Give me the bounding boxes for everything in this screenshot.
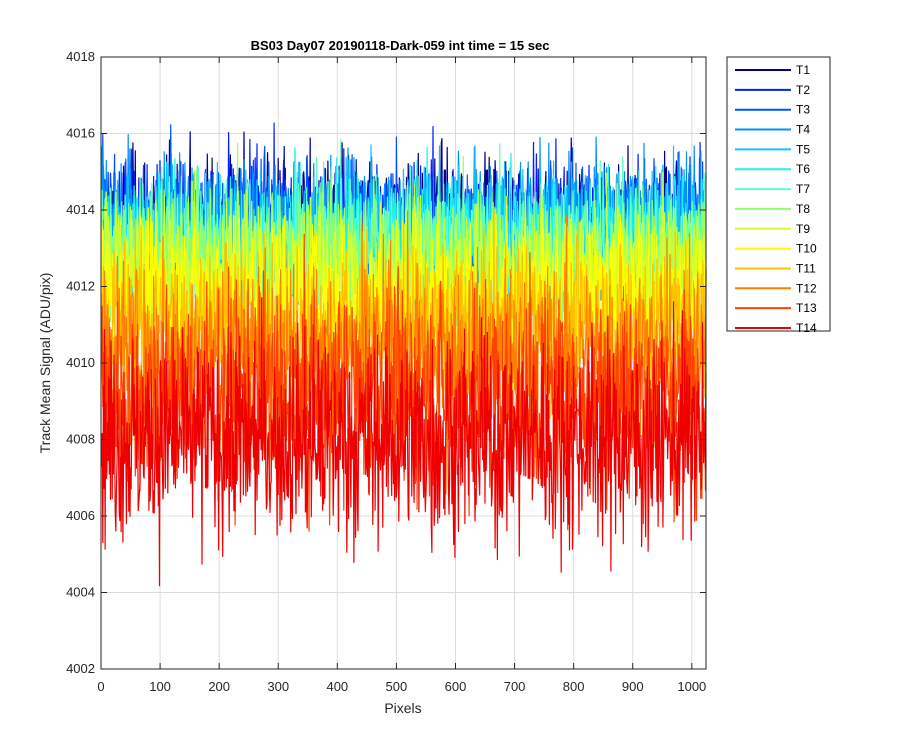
x-tick-label: 800 bbox=[563, 679, 585, 694]
legend-label: T2 bbox=[796, 83, 810, 97]
y-tick-label: 4018 bbox=[66, 49, 95, 64]
legend-label: T5 bbox=[796, 142, 810, 156]
series-lines bbox=[101, 122, 707, 587]
y-tick-label: 4006 bbox=[66, 508, 95, 523]
axis-ticks: 0 100 200 300 400 500 600 700 800 900 1000 4002 4004… bbox=[66, 49, 706, 694]
legend-label: T10 bbox=[796, 242, 817, 256]
x-tick-label: 200 bbox=[208, 679, 230, 694]
y-tick-label: 4010 bbox=[66, 355, 95, 370]
x-axis-label: Pixels bbox=[384, 700, 421, 716]
y-axis-label: Track Mean Signal (ADU/pix) bbox=[37, 273, 53, 454]
chart-title: BS03 Day07 20190118-Dark-059 int time = … bbox=[251, 38, 550, 53]
x-tick-label: 500 bbox=[386, 679, 408, 694]
x-tick-label: 600 bbox=[445, 679, 467, 694]
x-tick-label: 100 bbox=[149, 679, 171, 694]
legend-label: T14 bbox=[796, 321, 817, 335]
legend-label: T1 bbox=[796, 63, 810, 77]
series-line-t14 bbox=[101, 297, 707, 587]
legend-label: T4 bbox=[796, 123, 810, 137]
legend-label: T12 bbox=[796, 281, 817, 295]
legend-label: T9 bbox=[796, 222, 810, 236]
legend-label: T8 bbox=[796, 202, 810, 216]
x-tick-label: 1000 bbox=[677, 679, 706, 694]
legend: T1 T2 T3 T4 T5 T6 T7 T8 T9 T10 T11 T12 T13 T14 bbox=[726, 56, 831, 335]
x-tick-label: 400 bbox=[326, 679, 348, 694]
legend-label: T7 bbox=[796, 182, 810, 196]
y-tick-label: 4016 bbox=[66, 126, 95, 141]
y-tick-label: 4012 bbox=[66, 279, 95, 294]
legend-box bbox=[726, 56, 831, 332]
x-tick-label: 300 bbox=[267, 679, 289, 694]
x-tick-label: 900 bbox=[622, 679, 644, 694]
y-tick-label: 4008 bbox=[66, 432, 95, 447]
legend-label: T11 bbox=[796, 261, 816, 275]
y-tick-label: 4014 bbox=[66, 202, 95, 217]
x-tick-label: 700 bbox=[504, 679, 526, 694]
legend-label: T13 bbox=[796, 301, 817, 315]
legend-label: T3 bbox=[796, 103, 810, 117]
y-tick-label: 4004 bbox=[66, 585, 95, 600]
y-tick-label: 4002 bbox=[66, 661, 95, 676]
legend-label: T6 bbox=[796, 162, 810, 176]
x-tick-label: 0 bbox=[97, 679, 104, 694]
